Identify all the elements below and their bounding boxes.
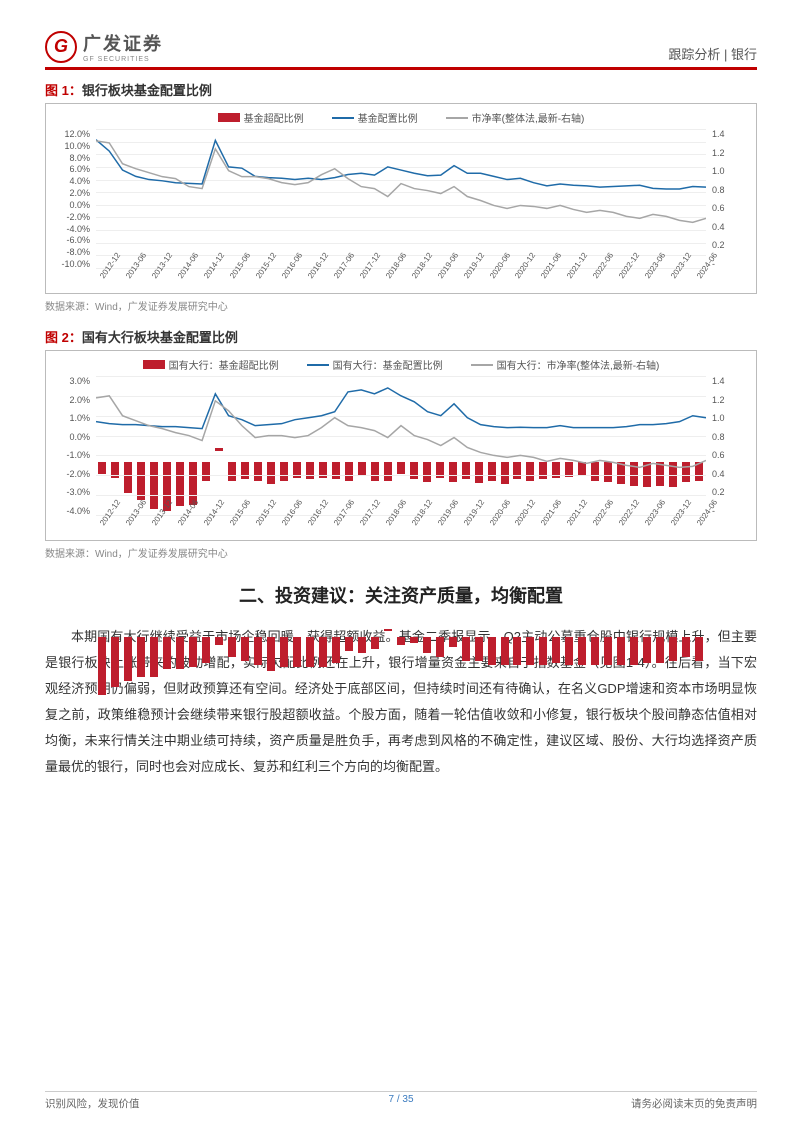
chart2-box: 国有大行：基金超配比例 国有大行：基金配置比例 国有大行：市净率(整体法,最新-右轴… [45,350,757,541]
chart1-source: 数据来源：Wind，广发证券发展研究中心 [45,298,757,313]
chart2-legend: 国有大行：基金超配比例 国有大行：基金配置比例 国有大行：市净率(整体法,最新-右轴… [54,357,748,372]
legend-item: 国有大行：基金超配比例 [143,357,279,372]
page-header: G 广发证券 GF SECURITIES 跟踪分析 | 银行 [45,30,757,70]
page-number: 7 / 35 [45,1094,757,1105]
logo-text-en: GF SECURITIES [83,56,163,63]
legend-item: 基金配置比例 [332,110,418,125]
chart1-legend: 基金超配比例 基金配置比例 市净率(整体法,最新-右轴) [54,110,748,125]
chart2-title: 图 2：国有大行板块基金配置比例 [45,327,757,346]
chart1-plot: 12.0%10.0%8.0%6.0%4.0%2.0%0.0%-2.0%-4.0%… [54,129,748,289]
header-category: 跟踪分析 | 银行 [668,44,757,63]
page-footer: 识别风险，发现价值 请务必阅读末页的免责声明 7 / 35 [45,1091,757,1111]
chart2-plot: 3.0%2.0%1.0%0.0%-1.0%-2.0%-3.0%-4.0%1.41… [54,376,748,536]
chart2-source: 数据来源：Wind，广发证券发展研究中心 [45,545,757,560]
chart1-box: 基金超配比例 基金配置比例 市净率(整体法,最新-右轴) 12.0%10.0%8.0… [45,103,757,294]
legend-item: 国有大行：基金配置比例 [307,357,443,372]
section-heading: 二、投资建议：关注资产质量，均衡配置 [45,582,757,608]
logo: G 广发证券 GF SECURITIES [45,30,163,63]
legend-item: 国有大行：市净率(整体法,最新-右轴) [471,357,660,372]
chart1-title: 图 1：银行板块基金配置比例 [45,80,757,99]
logo-icon: G [45,31,77,63]
logo-text-cn: 广发证券 [83,30,163,56]
legend-item: 市净率(整体法,最新-右轴) [446,110,585,125]
legend-item: 基金超配比例 [218,110,304,125]
